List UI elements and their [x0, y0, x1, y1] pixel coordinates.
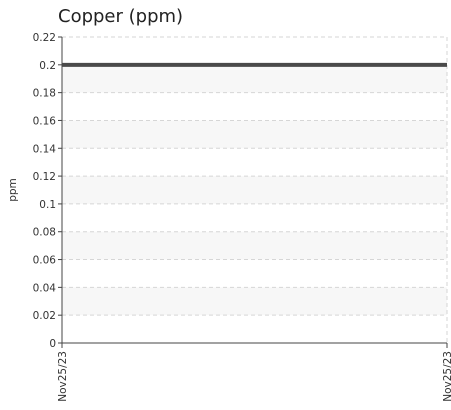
- y-tick-label: 0.08: [33, 227, 56, 239]
- y-tick-label: 0.1: [39, 199, 56, 211]
- y-tick-label: 0.02: [33, 310, 56, 322]
- y-tick-label: 0.22: [33, 32, 56, 44]
- y-tick-labels: 0 0.02 0.04 0.06 0.08 0.1 0.12 0.14 0.16 0.18 0.2 0…: [33, 32, 57, 350]
- y-tick-label: 0: [49, 338, 56, 350]
- x-tick-label: Nov25/23: [442, 351, 451, 402]
- chart-title: Copper (ppm): [58, 6, 184, 27]
- grid-band: [62, 231, 447, 260]
- y-tick-label: 0.04: [33, 282, 57, 294]
- grid-band: [62, 176, 447, 204]
- y-axis-label: ppm: [7, 178, 19, 202]
- x-tick-labels: Nov25/23 Nov25/23: [57, 351, 451, 402]
- y-tick-label: 0.12: [33, 171, 56, 183]
- y-tick-label: 0.16: [33, 115, 57, 127]
- grid-band: [62, 120, 447, 149]
- y-tick-label: 0.06: [33, 255, 57, 267]
- axes: [58, 36, 448, 348]
- y-tick-label: 0.14: [33, 143, 57, 155]
- grid-band: [62, 64, 447, 93]
- y-tick-label: 0.18: [33, 88, 56, 100]
- grid-band: [62, 287, 447, 316]
- grid-lines: [61, 36, 448, 343]
- y-tick-label: 0.2: [39, 60, 56, 72]
- x-tick-label: Nov25/23: [57, 351, 69, 402]
- plot-bands: [62, 64, 447, 316]
